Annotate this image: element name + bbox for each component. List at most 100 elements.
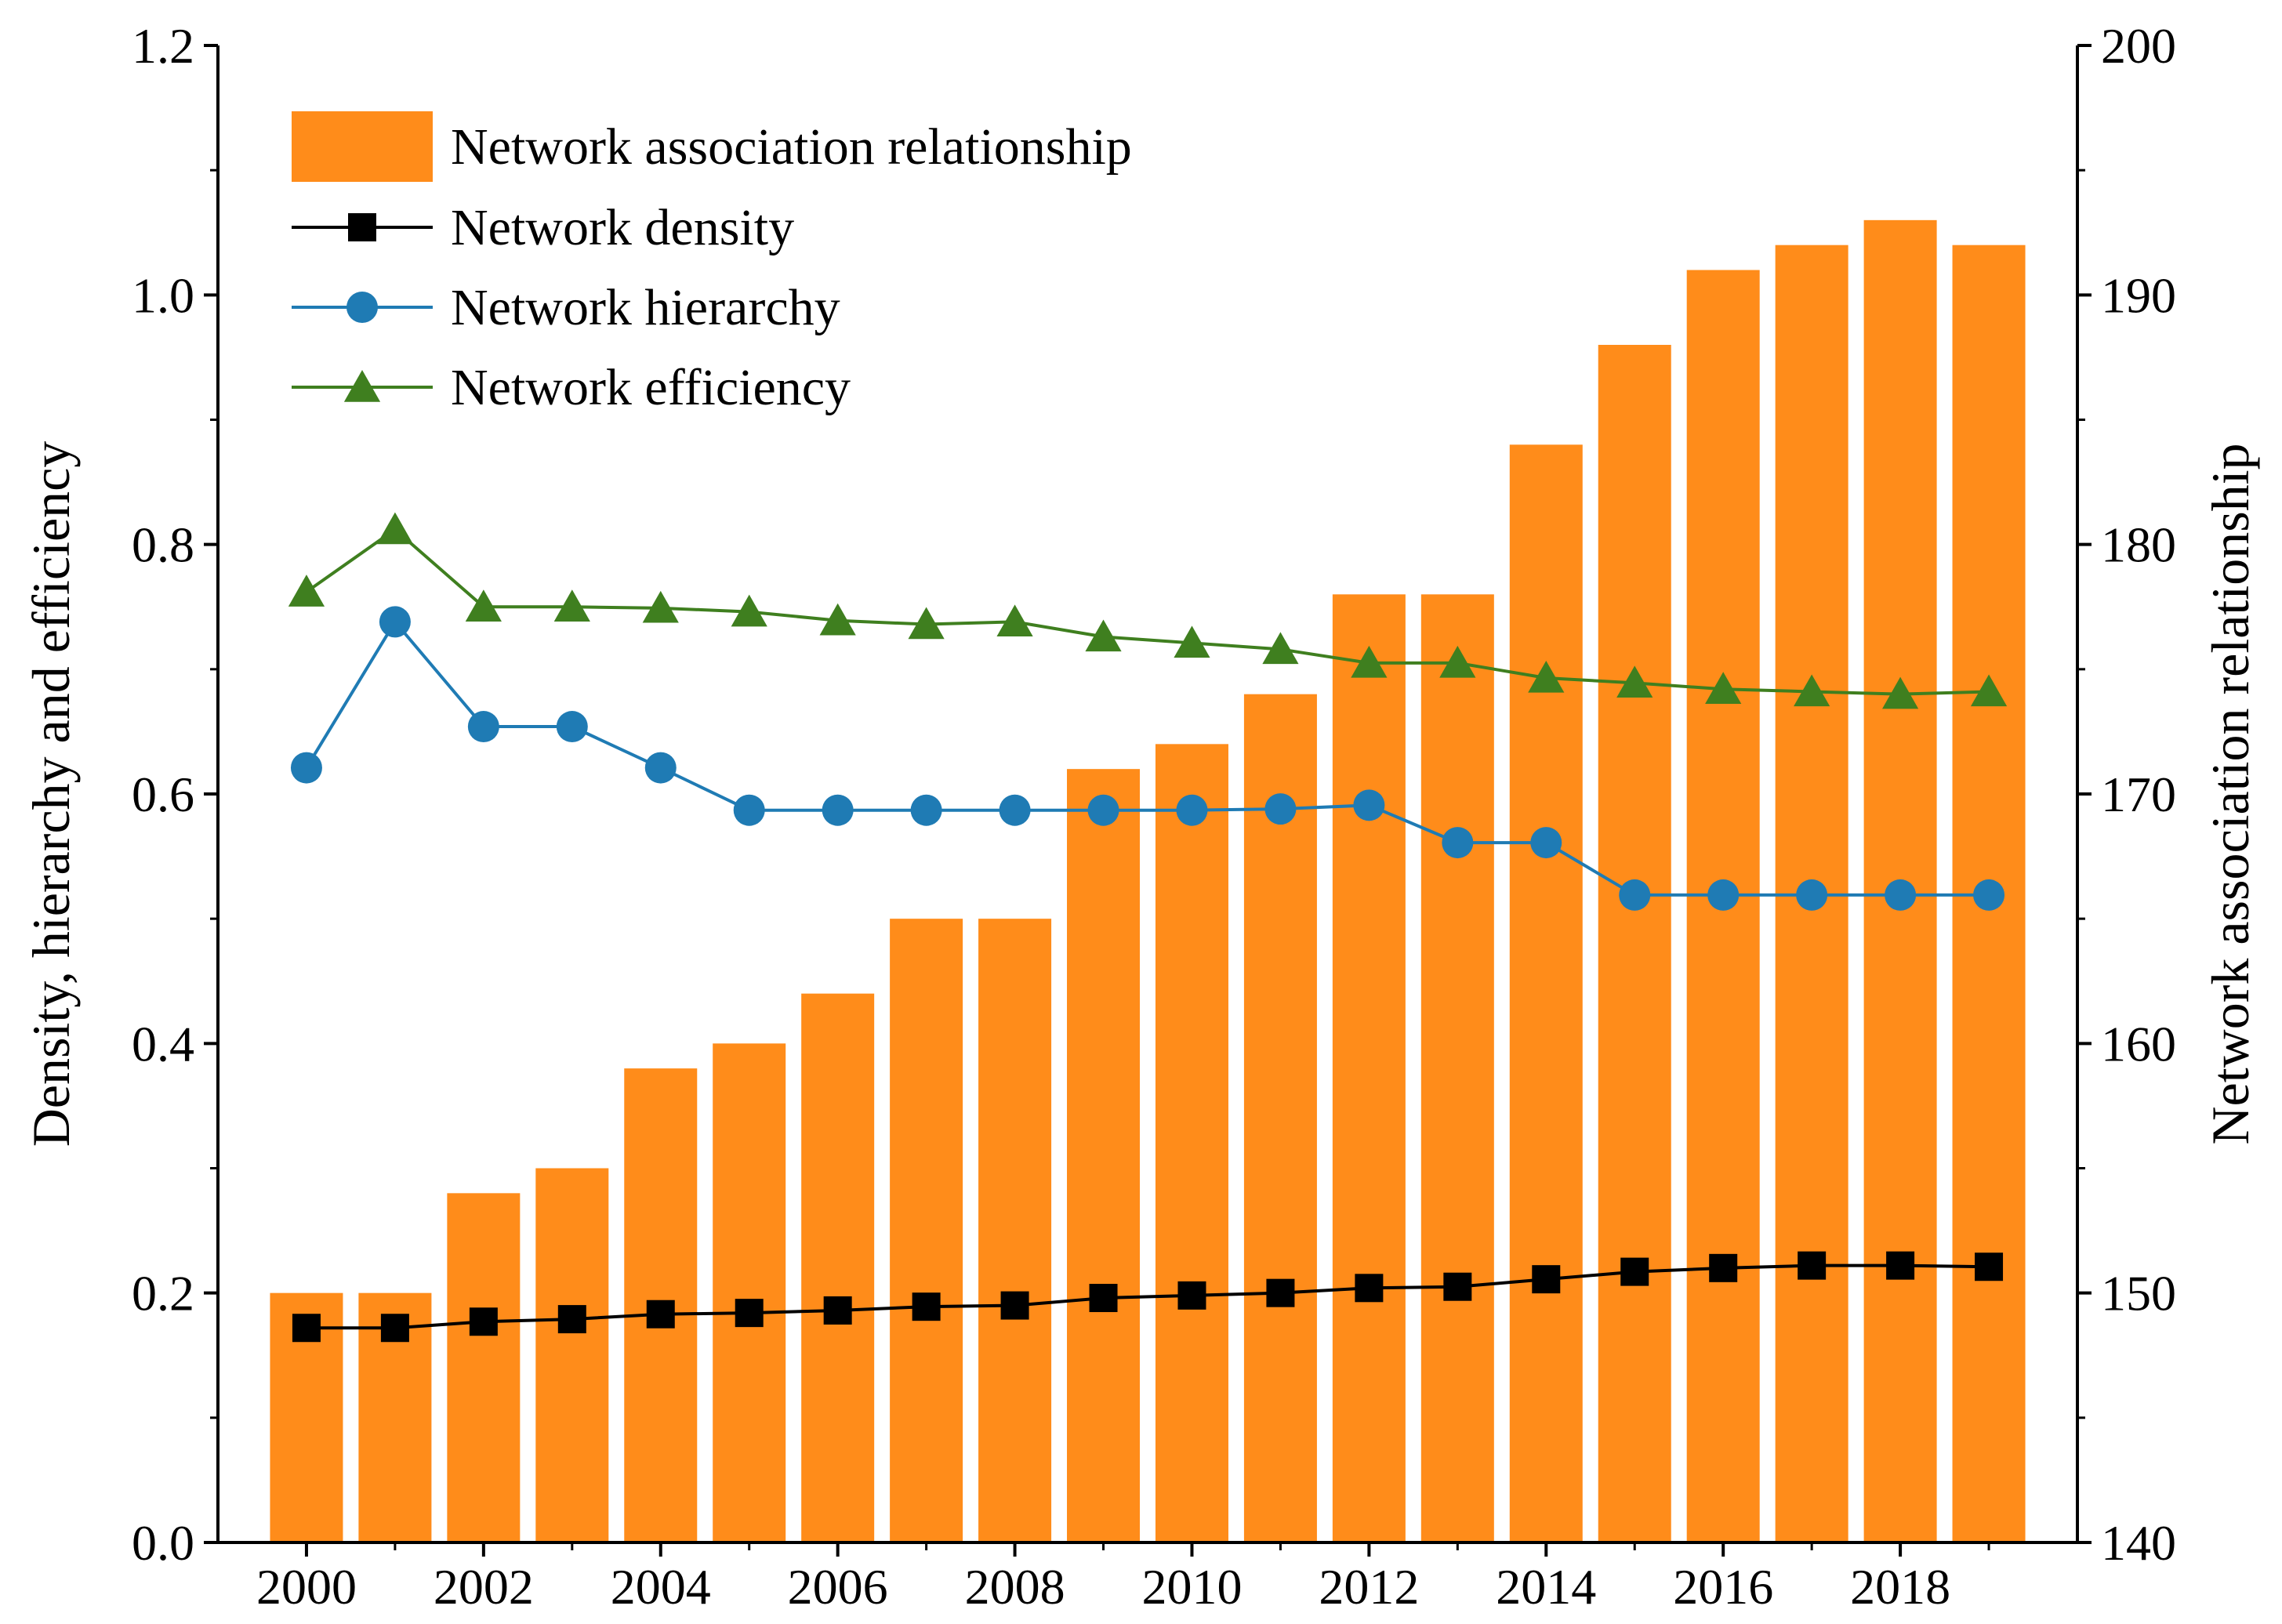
y-left-tick-label: 0.2 xyxy=(132,1266,194,1321)
marker-circle xyxy=(1885,879,1917,911)
y-left-tick-label: 1.2 xyxy=(132,18,194,74)
series-line xyxy=(306,1263,1990,1330)
marker-circle xyxy=(1353,789,1385,821)
marker-circle xyxy=(346,292,378,323)
marker-triangle xyxy=(376,512,414,545)
marker-circle xyxy=(1707,879,1740,911)
y-right-tick-label: 170 xyxy=(2101,767,2176,822)
lines-layer xyxy=(288,512,2008,1343)
marker-circle xyxy=(1176,794,1208,826)
marker-triangle xyxy=(1528,660,1565,693)
marker-triangle xyxy=(1351,645,1388,678)
marker-square xyxy=(646,1300,675,1329)
marker-circle xyxy=(1973,879,2005,911)
marker-circle xyxy=(1087,794,1119,826)
bar xyxy=(1155,744,1228,1542)
marker-square xyxy=(1532,1265,1561,1294)
marker-square xyxy=(735,1299,764,1328)
marker-triangle xyxy=(1705,672,1742,704)
marker-circle xyxy=(733,794,765,826)
y-axis-right-title: Network association relationship xyxy=(2200,443,2260,1144)
marker-circle xyxy=(290,752,322,784)
marker-square xyxy=(1177,1281,1206,1310)
bar xyxy=(978,919,1052,1542)
marker-triangle xyxy=(343,370,381,402)
y-left-tick-label: 0.4 xyxy=(132,1016,194,1071)
x-tick-label: 2006 xyxy=(788,1559,888,1615)
marker-circle xyxy=(910,794,942,826)
y-axis-left-title: Density, hierarchy and efficiency xyxy=(21,441,81,1147)
marker-circle xyxy=(556,711,588,743)
legend-label: Network efficiency xyxy=(451,359,851,416)
bar xyxy=(801,993,875,1542)
bar xyxy=(447,1193,521,1542)
bar xyxy=(1420,594,1494,1543)
marker-circle xyxy=(644,752,677,784)
bar xyxy=(1067,769,1141,1542)
marker-square xyxy=(1266,1278,1295,1307)
marker-circle xyxy=(1796,879,1828,911)
marker-triangle xyxy=(288,575,325,607)
marker-triangle xyxy=(642,590,679,623)
bar xyxy=(1243,694,1317,1542)
marker-square xyxy=(1886,1251,1915,1280)
marker-square xyxy=(557,1305,586,1334)
marker-triangle xyxy=(1794,674,1830,707)
marker-triangle xyxy=(1616,665,1653,698)
y-right-tick-label: 140 xyxy=(2101,1515,2176,1571)
bar xyxy=(1598,345,1671,1542)
x-tick-label: 2018 xyxy=(1850,1559,1950,1615)
y-left-tick-label: 0.8 xyxy=(132,517,194,573)
marker-triangle xyxy=(819,603,856,636)
y-right-tick-label: 150 xyxy=(2101,1266,2176,1321)
marker-square xyxy=(912,1292,941,1321)
marker-triangle xyxy=(996,604,1033,637)
y-left-tick-label: 1.0 xyxy=(132,267,194,323)
marker-square xyxy=(1798,1251,1827,1280)
marker-square xyxy=(348,213,376,241)
legend-label: Network density xyxy=(451,199,794,256)
marker-triangle xyxy=(908,607,945,640)
y-right-tick-label: 160 xyxy=(2101,1016,2176,1071)
marker-square xyxy=(1620,1257,1649,1286)
bars-layer xyxy=(270,219,2026,1543)
legend: Network association relationship Network … xyxy=(292,111,1132,416)
legend-label: Network association relationship xyxy=(451,118,1132,176)
legend-label: Network hierarchy xyxy=(451,279,840,336)
y-right-tick-label: 190 xyxy=(2101,267,2176,323)
bar xyxy=(713,1043,786,1542)
marker-circle xyxy=(822,794,854,826)
x-tick-label: 2016 xyxy=(1673,1559,1773,1615)
bar xyxy=(535,1168,609,1542)
legend-swatch-bars xyxy=(292,111,433,182)
marker-square xyxy=(1089,1284,1118,1313)
marker-triangle xyxy=(1439,645,1476,678)
marker-circle xyxy=(1530,827,1562,859)
series-line xyxy=(305,527,1990,696)
y-left-tick-label: 0.0 xyxy=(132,1515,194,1571)
y-left-tick-label: 0.6 xyxy=(132,767,194,822)
bar xyxy=(890,919,963,1542)
marker-square xyxy=(380,1314,409,1343)
marker-square xyxy=(1000,1291,1029,1320)
x-tick-label: 2010 xyxy=(1141,1559,1242,1615)
marker-square xyxy=(469,1307,498,1336)
x-tick-label: 2002 xyxy=(434,1559,534,1615)
marker-square xyxy=(292,1314,321,1343)
marker-circle xyxy=(1264,793,1297,825)
x-tick-label: 2008 xyxy=(965,1559,1065,1615)
marker-triangle xyxy=(1262,632,1299,665)
marker-circle xyxy=(999,794,1031,826)
marker-triangle xyxy=(1174,625,1210,658)
marker-square xyxy=(1975,1252,2004,1281)
marker-circle xyxy=(379,606,411,638)
y-right-tick-label: 180 xyxy=(2101,517,2176,573)
x-tick-label: 2014 xyxy=(1496,1559,1596,1615)
marker-square xyxy=(1355,1274,1384,1303)
marker-triangle xyxy=(465,589,502,622)
marker-circle xyxy=(1442,827,1474,859)
x-tick-label: 2000 xyxy=(256,1559,357,1615)
x-tick-label: 2004 xyxy=(611,1559,711,1615)
marker-triangle xyxy=(731,594,767,627)
